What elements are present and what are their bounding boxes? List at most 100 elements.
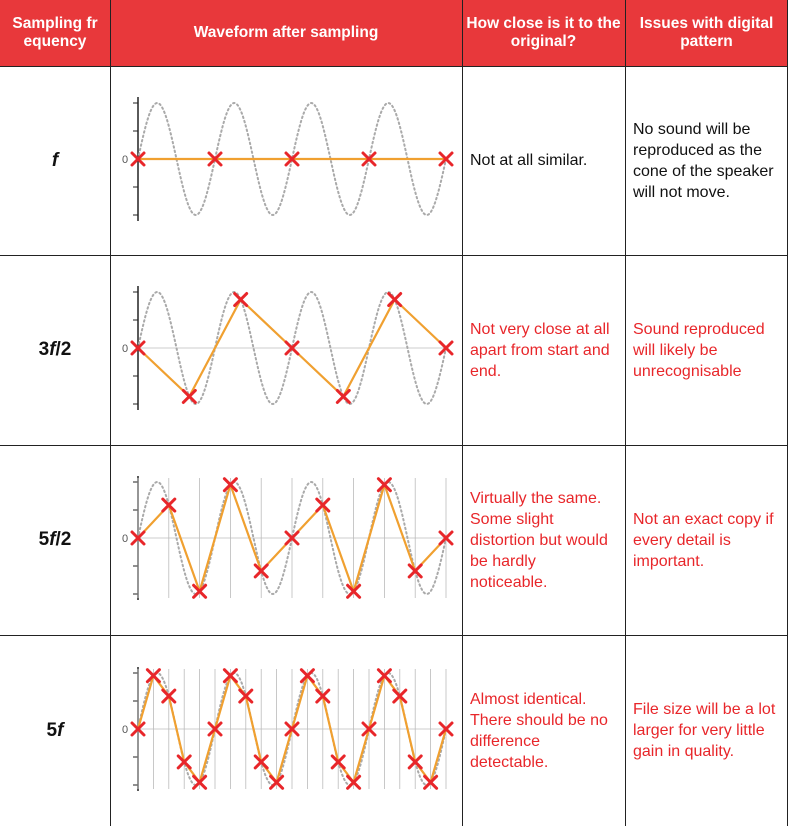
sample-marker-stroke xyxy=(130,530,146,546)
sample-marker xyxy=(438,721,454,737)
sample-marker-stroke xyxy=(438,151,454,167)
closeness-cell: Not very close at all apart from start a… xyxy=(462,255,625,445)
sample-marker xyxy=(361,721,377,737)
sample-marker xyxy=(392,688,408,704)
closeness-cell: Almost identical. There should be no dif… xyxy=(462,635,625,826)
original-waveform xyxy=(137,101,447,217)
sampling-frequency-cell: 5 f/2 xyxy=(0,445,110,635)
sample-marker xyxy=(346,774,362,790)
sample-marker-stroke xyxy=(299,668,315,684)
issues-cell: No sound will be reproduced as the cone … xyxy=(625,66,788,255)
sample-marker-stroke xyxy=(207,151,223,167)
sample-marker-stroke xyxy=(284,340,300,356)
closeness-cell: Not at all similar. xyxy=(462,66,625,255)
sample-marker xyxy=(238,688,254,704)
sample-marker-stroke xyxy=(192,583,208,599)
sample-marker-stroke xyxy=(269,774,285,790)
sample-marker xyxy=(192,583,208,599)
sample-marker-stroke xyxy=(315,688,331,704)
sample-marker-stroke xyxy=(284,530,300,546)
sample-marker xyxy=(207,151,223,167)
sample-marker xyxy=(315,688,331,704)
header-issues-text: Issues with digital pattern xyxy=(639,15,774,50)
zero-label: 0 xyxy=(122,154,128,166)
waveform-plot: 0 xyxy=(122,97,454,221)
sample-marker-stroke xyxy=(315,497,331,513)
zero-label: 0 xyxy=(122,724,128,736)
waveform-plot: 0 xyxy=(122,476,454,600)
sample-marker-stroke xyxy=(387,292,403,308)
sample-marker-stroke xyxy=(423,774,439,790)
sample-marker xyxy=(387,292,403,308)
header-closeness: How close is it to the original? xyxy=(462,0,625,66)
sample-marker xyxy=(130,151,146,167)
sample-marker xyxy=(438,530,454,546)
sample-marker xyxy=(407,754,423,770)
sample-marker-stroke xyxy=(335,388,351,404)
sample-marker xyxy=(130,340,146,356)
sample-marker xyxy=(181,388,197,404)
sample-marker xyxy=(176,754,192,770)
sample-marker-stroke xyxy=(346,583,362,599)
frequency-coefficient: 5 xyxy=(46,719,58,741)
sample-marker-stroke xyxy=(376,477,392,493)
sample-marker-stroke xyxy=(130,340,146,356)
sample-marker xyxy=(284,721,300,737)
sample-marker xyxy=(284,340,300,356)
issues-text: Sound reproduced will likely be unrecogn… xyxy=(633,320,765,380)
sample-marker xyxy=(192,774,208,790)
sample-marker-stroke xyxy=(130,721,146,737)
sample-marker-stroke xyxy=(438,530,454,546)
closeness-text: Not very close at all apart from start a… xyxy=(470,320,610,380)
sample-marker-stroke xyxy=(161,688,177,704)
sample-marker xyxy=(284,151,300,167)
sample-marker xyxy=(233,292,249,308)
sample-marker-stroke xyxy=(207,721,223,737)
sample-marker-stroke xyxy=(192,774,208,790)
sample-marker-stroke xyxy=(222,477,238,493)
sample-marker xyxy=(222,668,238,684)
frequency-symbol: f xyxy=(49,339,56,360)
issues-text: Not an exact copy if every detail is imp… xyxy=(633,510,774,570)
sample-marker xyxy=(161,688,177,704)
sample-marker xyxy=(407,563,423,579)
sample-marker xyxy=(315,497,331,513)
grid-line xyxy=(0,445,788,446)
sample-marker-stroke xyxy=(222,668,238,684)
sample-marker-stroke xyxy=(176,754,192,770)
sample-marker xyxy=(222,477,238,493)
sample-marker-stroke xyxy=(392,688,408,704)
sample-marker-stroke xyxy=(253,754,269,770)
closeness-text: Virtually the same. Some slight distorti… xyxy=(470,489,608,591)
sample-marker xyxy=(130,721,146,737)
issues-cell: File size will be a lot larger for very … xyxy=(625,635,788,826)
sample-marker xyxy=(284,530,300,546)
grid-line xyxy=(462,0,463,826)
grid-line xyxy=(0,635,788,636)
sample-marker xyxy=(423,774,439,790)
header-issues: Issues with digital pattern xyxy=(625,0,788,66)
sample-marker xyxy=(346,583,362,599)
sample-marker xyxy=(269,774,285,790)
closeness-cell: Virtually the same. Some slight distorti… xyxy=(462,445,625,635)
header-sampling-frequency-text: Sampling frequency xyxy=(12,15,98,50)
frequency-coefficient: 5 xyxy=(38,529,50,550)
sample-marker xyxy=(438,340,454,356)
header-sampling-frequency: Sampling frequency xyxy=(0,0,110,66)
frequency-divisor: /2 xyxy=(55,339,72,360)
sample-marker-stroke xyxy=(361,721,377,737)
sample-marker-stroke xyxy=(145,668,161,684)
sample-marker xyxy=(207,721,223,737)
sample-marker xyxy=(253,563,269,579)
sample-marker-stroke xyxy=(361,151,377,167)
sample-marker xyxy=(145,668,161,684)
sample-marker-stroke xyxy=(407,754,423,770)
closeness-text: Not at all similar. xyxy=(470,152,588,169)
sample-marker xyxy=(376,668,392,684)
grid-line xyxy=(0,66,788,67)
header-closeness-text: How close is it to the original? xyxy=(466,15,621,50)
original-waveform xyxy=(137,480,447,596)
sample-marker-stroke xyxy=(376,668,392,684)
sample-marker-stroke xyxy=(238,688,254,704)
